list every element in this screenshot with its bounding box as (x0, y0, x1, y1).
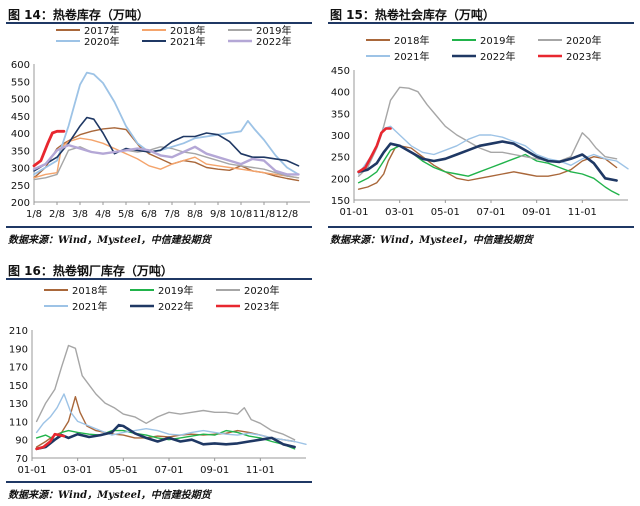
series-line-2020年 (33, 71, 300, 176)
x-tick-label: 09-01 (200, 465, 229, 476)
legend-label: 2021年 (72, 300, 107, 313)
x-tick-label: 09-01 (522, 207, 551, 218)
chart-title-fig15: 图 15：热卷社会库存（万吨） (330, 8, 495, 22)
legend-label: 2018年 (72, 284, 107, 297)
y-tick-label: 200 (331, 174, 350, 185)
source-rule-fig15 (328, 226, 634, 228)
legend-label: 2019年 (158, 284, 193, 297)
y-tick-label: 550 (11, 77, 30, 88)
y-tick-label: 110 (9, 417, 28, 428)
y-tick-label: 450 (331, 66, 350, 77)
y-tick-label: 600 (11, 60, 30, 71)
series-line-unnamed (32, 129, 66, 168)
series-line-2023年 (357, 127, 392, 174)
x-tick-label: 5/8 (118, 209, 134, 220)
series-line-2021年 (35, 393, 307, 446)
y-tick-label: 450 (11, 112, 30, 123)
x-tick-label: 10/8 (230, 209, 252, 220)
series-line-2021年 (357, 125, 629, 175)
series-line-2019年 (357, 145, 620, 196)
series-line-2018年 (33, 137, 300, 179)
x-tick-label: 8/8 (187, 209, 203, 220)
legend-label: 2019年 (480, 34, 515, 47)
legend-label: 2017年 (84, 24, 119, 37)
series-line-2020年 (35, 344, 296, 441)
source-note-fig16: 数据来源：Wind，Mysteel，中信建投期货 (8, 490, 211, 501)
x-tick-label: 6/8 (141, 209, 157, 220)
source-rule-fig14 (6, 226, 312, 228)
legend-label: 2022年 (158, 300, 193, 313)
y-tick-label: 350 (331, 109, 350, 120)
series-line-2019年 (33, 146, 300, 181)
x-tick-label: 01-01 (17, 465, 46, 476)
legend-label: 2022年 (480, 50, 515, 63)
x-tick-label: 07-01 (154, 465, 183, 476)
y-tick-label: 90 (15, 436, 28, 447)
y-tick-label: 400 (331, 88, 350, 99)
x-tick-label: 12/8 (276, 209, 298, 220)
source-rule-fig16 (6, 481, 312, 483)
chart-title-fig14: 图 14：热卷库存（万吨） (8, 8, 149, 22)
x-tick-label: 2/8 (49, 209, 65, 220)
y-tick-label: 190 (9, 344, 28, 355)
x-tick-label: 3/8 (72, 209, 88, 220)
x-tick-label: 03-01 (385, 207, 414, 218)
legend-label: 2020年 (566, 34, 601, 47)
y-tick-label: 70 (15, 454, 28, 465)
x-tick-label: 05-01 (431, 207, 460, 218)
y-tick-label: 150 (331, 196, 350, 207)
series-line-2018年 (357, 145, 618, 190)
legend-label: 2018年 (170, 24, 205, 37)
y-tick-label: 150 (9, 381, 28, 392)
chart-svg-fig15: 150 200 250 300 350 400 450 01-01 03-01 05-01 07-0… (331, 34, 629, 218)
x-tick-label: 11-01 (568, 207, 597, 218)
chart-svg-fig16: 70 90 110 130 150 170 190 210 01-01 03-01 05-01 07-… (9, 284, 307, 476)
legend-label: 2021年 (394, 50, 429, 63)
y-tick-label: 210 (9, 326, 28, 337)
legend-label: 2019年 (256, 24, 291, 37)
y-tick-label: 250 (331, 153, 350, 164)
series-line-2022年 (32, 143, 300, 176)
chart-svg-fig14: 200 250 300 350 400 450 500 550 600 1/8 2/8 3/8 4/8 5… (11, 24, 310, 220)
x-tick-label: 05-01 (109, 465, 138, 476)
title-rule-fig14 (6, 22, 312, 24)
y-tick-label: 400 (11, 129, 30, 140)
legend-label: 2020年 (84, 35, 119, 48)
title-rule-fig15 (328, 22, 634, 24)
series-line-2021年 (33, 116, 300, 172)
x-tick-label: 9/8 (210, 209, 226, 220)
legend-label: 2020年 (244, 284, 279, 297)
y-tick-label: 170 (9, 363, 28, 374)
y-tick-label: 500 (11, 95, 30, 106)
x-tick-label: 07-01 (476, 207, 505, 218)
title-rule-fig16 (6, 278, 312, 280)
x-tick-label: 7/8 (164, 209, 180, 220)
source-note-fig15: 数据来源：Wind，Mysteel，中信建投期货 (330, 235, 533, 246)
series-line-2023年 (35, 432, 66, 451)
legend-label: 2023年 (566, 50, 601, 63)
x-tick-label: 01-01 (339, 207, 368, 218)
y-tick-label: 350 (11, 146, 30, 157)
y-tick-label: 300 (331, 131, 350, 142)
x-tick-label: 11-01 (246, 465, 275, 476)
y-tick-label: 250 (11, 181, 30, 192)
x-tick-label: 11/8 (253, 209, 275, 220)
legend-label: 2022年 (256, 35, 291, 48)
legend-label: 2018年 (394, 34, 429, 47)
y-tick-label: 130 (9, 399, 28, 410)
chart-title-fig16: 图 16：热卷钢厂库存（万吨） (8, 264, 173, 278)
series-line-2019年 (35, 429, 296, 450)
x-tick-label: 4/8 (95, 209, 111, 220)
series-line-2022年 (357, 140, 618, 182)
legend-label: 2021年 (170, 35, 205, 48)
y-tick-label: 200 (11, 198, 30, 209)
series-line-2022年 (35, 423, 296, 451)
source-note-fig14: 数据来源：Wind，Mysteel，中信建投期货 (8, 235, 211, 246)
legend-label: 2023年 (244, 300, 279, 313)
series-line-2020年 (357, 86, 618, 177)
y-tick-label: 300 (11, 164, 30, 175)
x-tick-label: 03-01 (63, 465, 92, 476)
x-tick-label: 1/8 (26, 209, 42, 220)
